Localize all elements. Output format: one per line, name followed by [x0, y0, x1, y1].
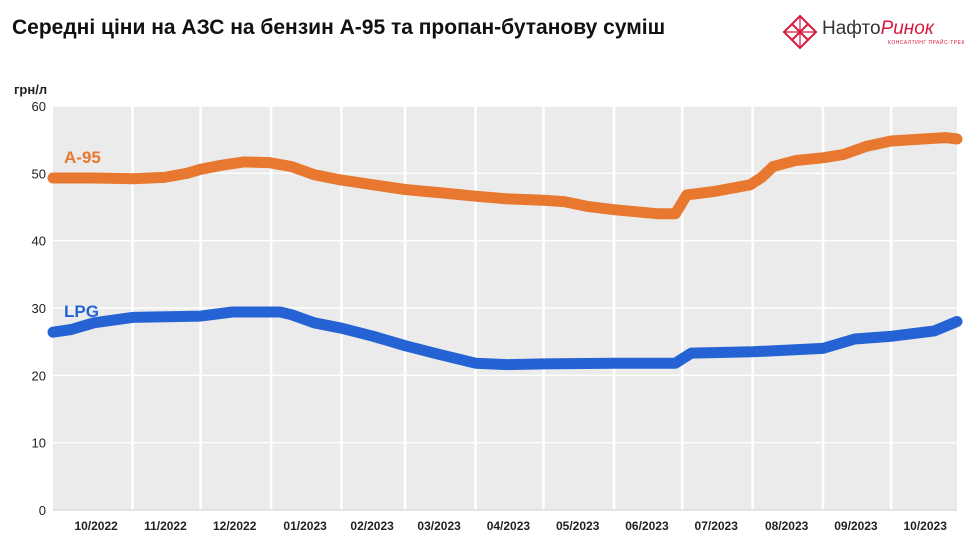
x-tick-label: 12/2022 [213, 519, 257, 533]
x-tick-label: 03/2023 [417, 519, 461, 533]
x-tick-label: 10/2023 [904, 519, 948, 533]
y-tick-label: 50 [32, 166, 46, 181]
logo-wordmark-part2: Ринок [880, 18, 934, 39]
y-tick-label: 10 [32, 436, 46, 451]
logo-wordmark-part1: Нафто [822, 18, 881, 39]
x-tick-label: 04/2023 [487, 519, 531, 533]
x-axis: 10/2022 11/2022 12/2022 01/2023 02/2023 03/20… [53, 509, 957, 533]
x-tick-label: 09/2023 [834, 519, 878, 533]
series-label: А-95 [64, 148, 101, 167]
y-axis: 0 10 20 30 40 50 60 грн/л [14, 82, 47, 518]
y-tick-label: 40 [32, 234, 46, 249]
chart-title: Середні ціни на АЗС на бензин А-95 та пр… [12, 16, 666, 39]
y-tick-label: 0 [39, 503, 46, 518]
x-tick-label: 10/2022 [74, 519, 118, 533]
nafto-rynok-logo: НафтоРинок КОНСАЛТИНГ ПРАЙС-ТРЕК [780, 12, 970, 52]
series-lines [47, 132, 963, 371]
logo-wordmark: НафтоРинок [822, 18, 934, 40]
y-tick-label: 60 [32, 99, 46, 114]
series-line [47, 306, 963, 371]
x-tick-label: 05/2023 [556, 519, 600, 533]
x-tick-label: 02/2023 [350, 519, 394, 533]
y-tick-label: 30 [32, 301, 46, 316]
x-tick-label: 11/2022 [144, 519, 187, 533]
logo-tagline: КОНСАЛТИНГ ПРАЙС-ТРЕК [888, 40, 965, 46]
series-line [47, 132, 963, 220]
x-tick-label: 06/2023 [625, 519, 669, 533]
series-labels: А-95 LPG [64, 148, 101, 321]
y-axis-label: грн/л [14, 82, 47, 97]
x-tick-label: 08/2023 [765, 519, 809, 533]
x-tick-label: 01/2023 [283, 519, 327, 533]
series-label: LPG [64, 302, 99, 321]
y-tick-label: 20 [32, 368, 46, 383]
network-diamond-icon [782, 14, 818, 50]
x-tick-label: 07/2023 [695, 519, 739, 533]
